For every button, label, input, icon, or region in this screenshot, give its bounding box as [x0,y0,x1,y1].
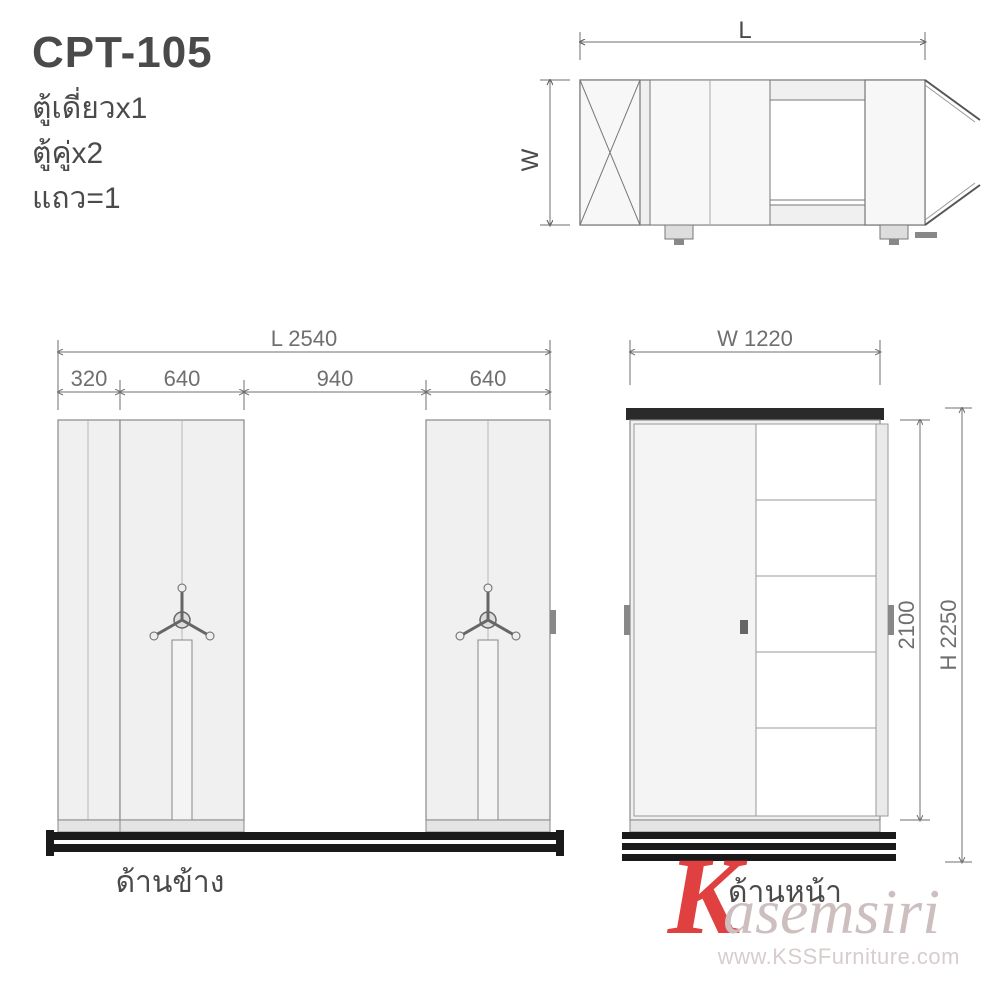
header-block: CPT-105 ตู้เดี่ยวx1 ตู้คู่x2 แถว=1 [32,28,213,221]
watermark-brand: asemsiri [723,876,940,947]
top-dim-W: W [517,148,544,171]
front-dim-W: W 1220 [717,330,793,351]
watermark-url: www.KSSFurniture.com [718,944,960,970]
spec-line-2: ตู้คู่x2 [32,131,213,176]
front-dim-h2: H 2250 [936,600,961,671]
model-code: CPT-105 [32,28,213,78]
side-view: L 2540 320 640 940 640 [20,330,590,915]
front-view: W 1220 2100 H 2250 ด้านหน้า [590,330,1000,915]
side-dim-1: 320 [71,366,108,391]
front-dim-h1: 2100 [894,601,919,650]
side-dim-4: 640 [470,366,507,391]
side-dim-total: L 2540 [271,330,337,351]
top-view: L W [470,20,990,275]
side-dim-2: 640 [164,366,201,391]
spec-line-3: แถว=1 [32,176,213,221]
front-cabinet [622,408,896,861]
side-dim-segments: 320 640 940 640 [58,366,550,410]
side-cabinets [46,420,564,856]
top-plan-body [580,80,980,245]
side-view-label: ด้านข้าง [116,866,225,899]
watermark: Kasemsiri www.KSSFurniture.com [668,847,960,970]
spec-line-1: ตู้เดี่ยวx1 [32,86,213,131]
top-dim-L: L [738,20,751,44]
side-dim-3: 940 [317,366,354,391]
